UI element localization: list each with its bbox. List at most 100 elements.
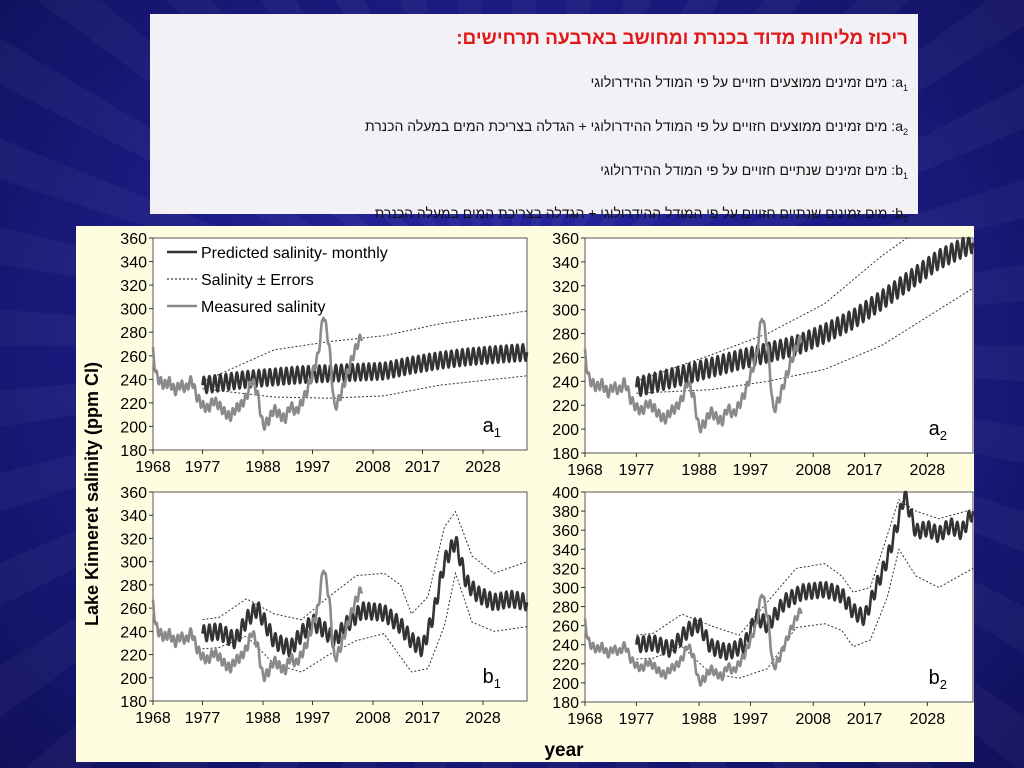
chart-panel: 180 200 220 240 260 280 300 320 340 360 1968 1977 19… [76, 226, 974, 762]
x-tick-label: 1968 [135, 459, 171, 476]
x-tick-label: 2017 [847, 711, 883, 728]
x-tick-label: 1968 [135, 710, 171, 727]
x-tick-label: 2017 [405, 710, 441, 727]
x-tick-label: 2028 [465, 459, 501, 476]
plot-area [152, 491, 528, 702]
x-tick-label: 1977 [619, 462, 655, 479]
y-tick-label: 240 [120, 624, 147, 641]
y-tick-label: 220 [552, 398, 579, 415]
y-tick-label: 200 [552, 676, 579, 693]
x-tick-label: 1968 [567, 711, 603, 728]
y-tick-label: 340 [120, 255, 147, 272]
predicted-series [201, 343, 529, 395]
x-tick-label: 1997 [295, 710, 331, 727]
error-band-lower [202, 375, 528, 399]
x-tick-label: 2028 [465, 710, 501, 727]
y-tick-label: 180 [120, 443, 147, 460]
x-tick-label: 1988 [681, 711, 717, 728]
y-tick-label: 300 [120, 555, 147, 572]
y-tick-label: 280 [552, 327, 579, 344]
y-tick-label: 300 [552, 303, 579, 320]
y-tick-label: 180 [120, 694, 147, 711]
x-tick-label: 1968 [567, 462, 603, 479]
y-tick-label: 240 [552, 638, 579, 655]
scenario-b1: b1: מים זמינים שנתיים חזויים על פי המודל… [600, 161, 908, 181]
y-tick-label: 240 [120, 372, 147, 389]
x-tick-label: 2028 [910, 711, 946, 728]
scenario-summary-box: ריכוז מליחות מדוד בכנרת ומחושב בארבעה תר… [150, 14, 918, 224]
y-tick-label: 280 [120, 578, 147, 595]
y-tick-label: 400 [552, 485, 579, 502]
x-tick-label: 2008 [795, 462, 831, 479]
salinity-charts: 180 200 220 240 260 280 300 320 340 360 1968 1977 19… [82, 231, 974, 761]
error-band-upper [636, 237, 911, 382]
panel-label-sub: 2 [940, 677, 947, 692]
chart-a2: 180 200 220 240 260 280 300 320 340 360 1968 1977 19… [552, 231, 974, 479]
measured-series [151, 316, 364, 431]
chart-b2: 180 200 220 240 260 280 300 320 340 360 380 400 1968… [552, 485, 974, 728]
x-tick-label: 1977 [619, 711, 655, 728]
legend-label: Salinity ± Errors [201, 272, 314, 289]
measured-series [583, 593, 803, 687]
x-tick-label: 1988 [681, 462, 717, 479]
measured-series [151, 569, 364, 683]
y-tick-label: 340 [552, 542, 579, 559]
error-band-lower [636, 548, 974, 679]
y-tick-label: 280 [120, 325, 147, 342]
scenario-a2: a2: מים זמינים ממוצעים חזויים על פי המוד… [364, 117, 908, 137]
scenario-b2: b2: מים זמינים שנתיים חזויים על פי המודל… [374, 205, 908, 225]
y-tick-label: 220 [120, 648, 147, 665]
x-axis-title: year [544, 740, 584, 761]
scenario-title: ריכוז מליחות מדוד בכנרת ומחושב בארבעה תר… [456, 28, 908, 49]
y-tick-label: 320 [120, 278, 147, 295]
y-axis-title: Lake Kinneret salinity (ppm Cl) [82, 362, 102, 626]
y-tick-label: 260 [552, 350, 579, 367]
y-tick-label: 300 [120, 302, 147, 319]
y-tick-label: 340 [552, 255, 579, 272]
legend-label: Predicted salinity- monthly [201, 245, 388, 262]
y-tick-label: 320 [120, 531, 147, 548]
predicted-series [635, 236, 974, 397]
y-tick-label: 320 [552, 279, 579, 296]
legend: Predicted salinity- monthly Salinity ± Er… [167, 245, 388, 316]
y-tick-label: 340 [120, 508, 147, 525]
y-tick-label: 300 [552, 580, 579, 597]
y-tick-label: 360 [552, 523, 579, 540]
y-tick-label: 260 [552, 619, 579, 636]
x-tick-label: 1997 [733, 462, 769, 479]
x-tick-label: 1988 [245, 710, 281, 727]
y-tick-label: 320 [552, 561, 579, 578]
y-tick-label: 360 [120, 231, 147, 248]
y-tick-label: 380 [552, 504, 579, 521]
y-tick-label: 180 [552, 446, 579, 463]
y-tick-label: 200 [120, 419, 147, 436]
x-tick-label: 1997 [295, 459, 331, 476]
y-tick-label: 260 [120, 349, 147, 366]
error-band-upper [636, 498, 974, 636]
y-tick-label: 280 [552, 600, 579, 617]
y-tick-label: 220 [552, 657, 579, 674]
error-band-upper [202, 310, 528, 383]
x-tick-label: 2008 [355, 710, 391, 727]
measured-series [583, 317, 803, 434]
y-tick-label: 260 [120, 601, 147, 618]
y-tick-label: 360 [120, 485, 147, 502]
error-band-upper [202, 510, 528, 621]
chart-a1: 180 200 220 240 260 280 300 320 340 360 1968 1977 19… [120, 231, 529, 476]
predicted-series [635, 490, 974, 661]
x-tick-label: 2028 [910, 462, 946, 479]
x-tick-label: 1997 [733, 711, 769, 728]
chart-b1: 180 200 220 240 260 280 300 320 340 360 1968 1977 19… [120, 485, 529, 727]
x-tick-label: 2017 [405, 459, 441, 476]
x-tick-label: 2008 [795, 711, 831, 728]
x-tick-label: 2017 [847, 462, 883, 479]
predicted-series [201, 535, 529, 658]
panel-label-sub: 1 [494, 676, 501, 691]
y-tick-label: 220 [120, 396, 147, 413]
x-tick-label: 1977 [185, 710, 221, 727]
y-tick-label: 240 [552, 374, 579, 391]
scenario-a1: a1: מים זמינים ממוצעים חזויים על פי המוד… [590, 74, 908, 93]
x-tick-label: 1977 [185, 459, 221, 476]
y-tick-label: 360 [552, 231, 579, 248]
y-tick-label: 200 [120, 671, 147, 688]
